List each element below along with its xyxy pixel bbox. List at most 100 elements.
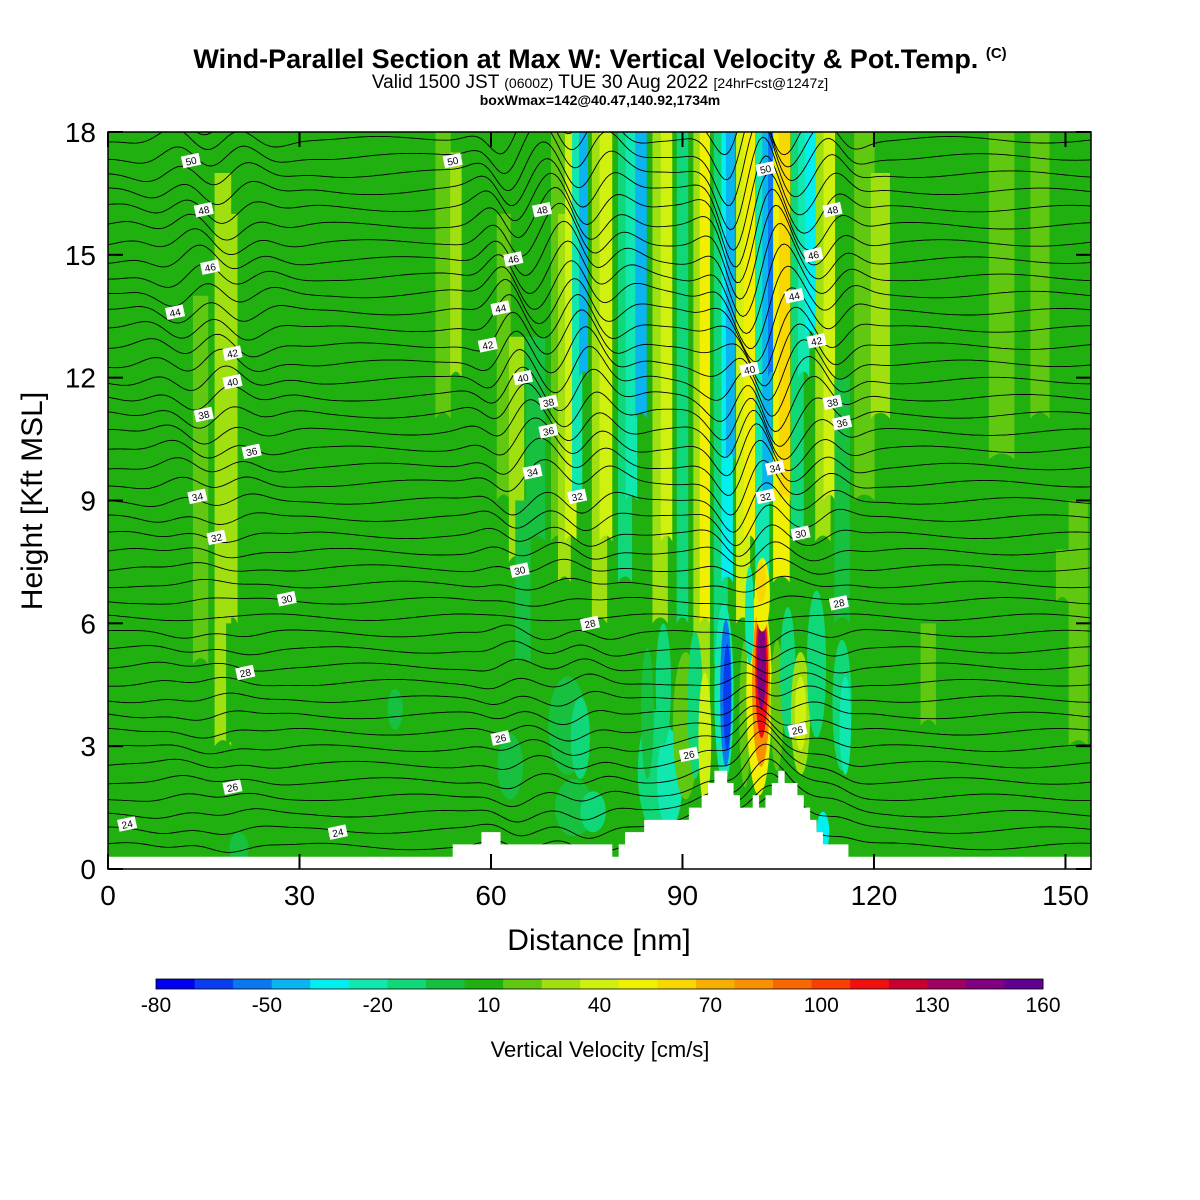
- colorbar-tick-label: 130: [915, 994, 950, 1017]
- theta-label: 48: [822, 202, 843, 218]
- theta-contour-line: [108, 437, 1091, 496]
- velocity-cell: [723, 643, 731, 751]
- theta-label-text: 44: [788, 291, 802, 304]
- theta-label-text: 40: [226, 377, 240, 390]
- theta-label: 36: [538, 423, 559, 439]
- velocity-band: [214, 172, 232, 747]
- theta-contour-line: [108, 684, 1091, 707]
- x-tick-label: 60: [475, 880, 506, 911]
- y-tick-label: 15: [65, 240, 96, 271]
- theta-label-text: 26: [226, 782, 240, 795]
- theta-contour-line: [108, 613, 1091, 623]
- theta-label: 32: [206, 529, 227, 545]
- x-tick-label: 0: [100, 880, 116, 911]
- colorbar-swatch: [618, 979, 658, 989]
- theta-contour-line: [108, 417, 1091, 477]
- colorbar-label: Vertical Velocity [cm/s]: [491, 1037, 710, 1062]
- theta-contour-line: [108, 772, 1091, 839]
- velocity-cell: [387, 688, 403, 730]
- theta-label-text: 26: [494, 733, 508, 746]
- theta-label-text: 42: [810, 336, 824, 349]
- theta-label-box: [806, 333, 827, 349]
- colorbar-tick-label: 70: [699, 994, 722, 1017]
- theta-label-box: [755, 488, 776, 505]
- theta-contour-line: [108, 640, 1091, 662]
- colorbar-swatch: [657, 979, 697, 989]
- theta-label-box: [532, 202, 553, 218]
- theta-contour-line: [108, 705, 1091, 742]
- theta-label-box: [490, 730, 511, 746]
- theta-label: 28: [828, 595, 849, 611]
- theta-label-text: 30: [794, 528, 808, 541]
- theta-label-box: [678, 746, 699, 763]
- theta-label-text: 26: [683, 749, 697, 762]
- theta-label-box: [235, 664, 256, 681]
- y-tick-label: 3: [80, 731, 96, 762]
- valid-utc: (0600Z): [504, 75, 554, 91]
- velocity-band: [1030, 132, 1050, 419]
- theta-label-text: 36: [245, 446, 259, 459]
- theta-label-text: 48: [536, 205, 550, 218]
- theta-contour-line: [108, 366, 1091, 433]
- theta-label-box: [739, 361, 760, 378]
- velocity-band: [660, 132, 673, 542]
- velocity-band: [823, 132, 836, 501]
- theta-contour-line: [108, 326, 1091, 401]
- theta-label-text: 50: [446, 156, 460, 169]
- velocity-field: [117, 132, 1088, 865]
- theta-label: 24: [327, 824, 348, 840]
- y-axis-label: Height [Kft MSL]: [16, 392, 49, 610]
- colorbar-swatch: [811, 979, 851, 989]
- theta-label-box: [187, 488, 208, 505]
- theta-label-box: [784, 288, 805, 304]
- theta-label: 34: [187, 488, 208, 505]
- theta-label-box: [822, 202, 843, 218]
- theta-label: 38: [822, 394, 843, 410]
- theta-label-text: 32: [210, 532, 224, 545]
- theta-label-box: [164, 304, 186, 320]
- theta-label-box: [442, 152, 463, 169]
- theta-label: 42: [477, 337, 498, 353]
- velocity-band: [1055, 549, 1069, 603]
- colorbar-swatch: [965, 979, 1005, 989]
- colorbar-tick-label: 10: [477, 994, 500, 1017]
- theta-contour-line: [108, 132, 1091, 206]
- theta-label-text: 46: [204, 262, 218, 275]
- colorbar-swatch: [425, 979, 466, 989]
- y-tick-label: 12: [65, 363, 96, 394]
- x-axis-label: Distance [nm]: [507, 924, 690, 957]
- colorbar-swatch: [194, 979, 234, 989]
- theta-label-text: 28: [239, 667, 253, 680]
- colorbar-tick-label: -20: [363, 994, 393, 1017]
- theta-label-box: [200, 259, 221, 275]
- theta-label-box: [490, 300, 511, 316]
- velocity-band: [625, 132, 638, 501]
- terrain: [108, 770, 1091, 869]
- theta-contour-line: [108, 624, 1091, 648]
- theta-label: 26: [490, 730, 511, 746]
- velocity-band: [676, 132, 689, 624]
- theta-contour-line: [108, 382, 1091, 447]
- valid-time: Valid 1500 JST: [371, 72, 499, 93]
- theta-contour-line: [108, 575, 1091, 593]
- theta-contour-line: [108, 672, 1091, 690]
- velocity-cell: [757, 619, 767, 710]
- velocity-band: [226, 623, 246, 747]
- y-tick-label: 6: [80, 608, 96, 639]
- box-info: boxWmax=142@40.47,140.92,1734m: [479, 92, 721, 108]
- theta-label-text: 28: [584, 618, 598, 631]
- theta-label-box: [755, 161, 776, 177]
- theta-label-text: 48: [197, 205, 211, 218]
- theta-label-box: [538, 423, 559, 439]
- theta-contour-line: [108, 220, 1091, 318]
- colorbar-swatch: [503, 979, 543, 989]
- theta-label: 44: [784, 288, 805, 304]
- theta-label-box: [787, 722, 808, 738]
- theta-label: 48: [193, 202, 214, 218]
- colorbar-swatch: [348, 979, 388, 989]
- theta-contour-line: [108, 712, 1091, 756]
- theta-label-box: [276, 591, 297, 607]
- theta-label-text: 30: [513, 565, 527, 578]
- theta-label: 40: [739, 361, 760, 378]
